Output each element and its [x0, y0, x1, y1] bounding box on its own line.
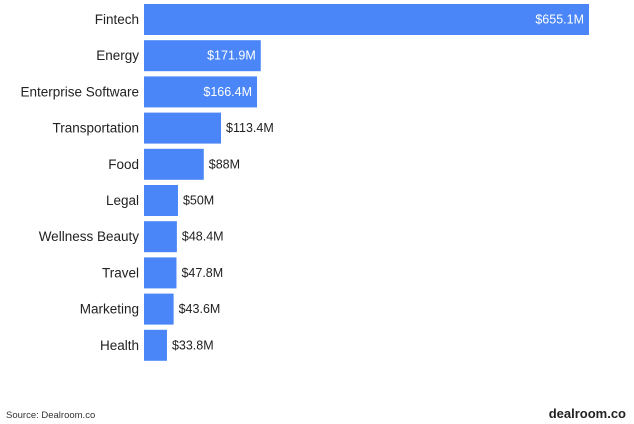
bar-wellness-beauty — [144, 221, 177, 253]
category-label: Travel — [102, 265, 139, 280]
category-label: Fintech — [95, 12, 139, 27]
brand-logo: dealroom.co — [548, 406, 626, 421]
source-note: Source: Dealroom.co — [6, 410, 96, 421]
bar-energy — [144, 40, 261, 72]
bar-marketing — [144, 293, 174, 325]
value-label: $43.6M — [179, 302, 221, 316]
bar-chart: Fintech $655.1M Energy $171.9M Enterprise So… — [20, 4, 589, 361]
value-label: $33.8M — [172, 338, 214, 352]
bar-fintech — [144, 4, 589, 35]
value-label: $50M — [183, 194, 214, 208]
bar-enterprise-software — [144, 76, 258, 108]
value-label: $113.4M — [226, 121, 274, 135]
category-label: Health — [100, 338, 139, 353]
value-label: $47.8M — [181, 266, 223, 280]
category-label: Enterprise Software — [20, 84, 139, 99]
value-label: $88M — [209, 157, 240, 171]
value-label: $655.1M — [535, 13, 584, 27]
category-label: Wellness Beauty — [39, 229, 140, 244]
category-label: Food — [108, 157, 139, 172]
category-label: Marketing — [80, 302, 139, 317]
bar-legal — [144, 185, 178, 216]
value-label: $166.4M — [203, 85, 252, 99]
bar-food — [144, 148, 204, 180]
bar-travel — [144, 257, 177, 289]
value-label: $48.4M — [182, 230, 224, 244]
category-label: Energy — [96, 48, 139, 63]
bar-transportation — [144, 112, 222, 144]
category-label: Transportation — [52, 121, 139, 136]
bar-health — [144, 329, 167, 361]
value-label: $171.9M — [207, 49, 256, 63]
category-label: Legal — [106, 193, 139, 208]
